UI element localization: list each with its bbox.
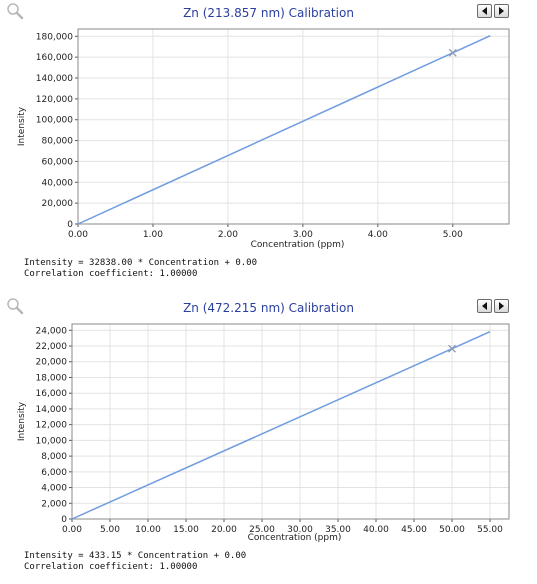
y-tick-label: 2,000 bbox=[41, 499, 67, 509]
previous-chart-button[interactable] bbox=[477, 4, 492, 18]
y-tick-label: 0 bbox=[67, 220, 73, 230]
x-tick-label: 3.00 bbox=[293, 230, 313, 240]
y-tick-label: 12,000 bbox=[36, 421, 68, 431]
next-chart-button[interactable] bbox=[494, 4, 509, 18]
y-tick-label: 6,000 bbox=[41, 468, 67, 478]
x-tick-label: 2.00 bbox=[218, 230, 238, 240]
y-tick-label: 160,000 bbox=[36, 53, 73, 63]
standard-point-marker bbox=[448, 48, 457, 57]
chart-title: Zn (472.215 nm) Calibration bbox=[183, 301, 354, 315]
y-tick-label: 10,000 bbox=[36, 436, 68, 446]
calibration-panel-2: Zn (472.215 nm) Calibration 0 2,000 4,000 6… bbox=[0, 295, 537, 572]
y-tick-label: 24,000 bbox=[36, 326, 68, 336]
x-tick-label: 10.00 bbox=[135, 525, 161, 535]
standard-point-marker bbox=[448, 344, 456, 353]
chart-nav bbox=[477, 299, 509, 313]
x-axis-label: Concentration (ppm) bbox=[248, 533, 342, 543]
y-tick-label: 120,000 bbox=[36, 95, 73, 105]
arrow-left-icon bbox=[482, 302, 487, 310]
x-tick-label: 30.00 bbox=[287, 525, 313, 535]
arrow-right-icon bbox=[499, 302, 504, 310]
correlation-coefficient: Correlation coefficient: 1.00000 bbox=[24, 269, 198, 279]
x-tick-label: 20.00 bbox=[211, 525, 237, 535]
x-tick-label: 4.00 bbox=[368, 230, 388, 240]
calibration-panel-1: Zn (213.857 nm) Calibration 0 20,000 40,00… bbox=[0, 0, 537, 279]
x-tick-label: 15.00 bbox=[173, 525, 199, 535]
chart-nav bbox=[477, 4, 509, 18]
regression-equation: Intensity = 433.15 * Concentration + 0.0… bbox=[24, 551, 247, 561]
x-tick-label: 0.00 bbox=[62, 525, 82, 535]
chart-header: Zn (213.857 nm) Calibration bbox=[0, 0, 537, 24]
arrow-left-icon bbox=[482, 7, 487, 15]
x-tick-label: 1.00 bbox=[143, 230, 163, 240]
correlation-coefficient: Correlation coefficient: 1.00000 bbox=[24, 562, 198, 572]
next-chart-button[interactable] bbox=[494, 299, 509, 313]
x-tick-label: 25.00 bbox=[249, 525, 275, 535]
y-tick-label: 8,000 bbox=[41, 452, 67, 462]
chart-title: Zn (213.857 nm) Calibration bbox=[183, 6, 354, 20]
y-tick-label: 140,000 bbox=[36, 74, 73, 84]
magnifier-icon[interactable] bbox=[6, 297, 24, 315]
y-tick-label: 18,000 bbox=[36, 373, 68, 383]
y-tick-label: 14,000 bbox=[36, 405, 68, 415]
y-tick-label: 40,000 bbox=[42, 178, 74, 188]
x-tick-label: 0.00 bbox=[68, 230, 88, 240]
previous-chart-button[interactable] bbox=[477, 299, 492, 313]
regression-equation: Intensity = 32838.00 * Concentration + 0… bbox=[24, 258, 257, 268]
y-tick-label: 0 bbox=[61, 515, 67, 525]
calibration-chart: 0 2,000 4,000 6,000 8,000 10,000 12,000 14,000 1… bbox=[17, 323, 510, 543]
calibration-chart: 0 20,000 40,000 60,000 80,000 100,000 120,000 1… bbox=[17, 28, 510, 250]
x-tick-label: 40.00 bbox=[363, 525, 389, 535]
y-tick-label: 180,000 bbox=[36, 32, 73, 42]
y-tick-label: 4,000 bbox=[41, 484, 67, 494]
x-tick-label: 5.00 bbox=[100, 525, 120, 535]
calibration-line bbox=[71, 330, 491, 520]
y-tick-label: 22,000 bbox=[36, 342, 68, 352]
y-tick-label: 16,000 bbox=[36, 389, 68, 399]
x-tick-label: 5.00 bbox=[443, 230, 463, 240]
arrow-right-icon bbox=[499, 7, 504, 15]
x-tick-label: 45.00 bbox=[401, 525, 427, 535]
calibration-line bbox=[77, 34, 491, 225]
x-tick-label: 55.00 bbox=[477, 525, 503, 535]
plot-frame bbox=[77, 28, 510, 225]
y-tick-label: 20,000 bbox=[42, 199, 74, 209]
plot-frame bbox=[71, 323, 510, 520]
y-tick-label: 100,000 bbox=[36, 116, 73, 126]
magnifier-icon[interactable] bbox=[6, 2, 24, 20]
y-tick-label: 20,000 bbox=[36, 358, 68, 368]
x-axis-label: Concentration (ppm) bbox=[251, 240, 345, 250]
chart-header: Zn (472.215 nm) Calibration bbox=[0, 295, 537, 319]
x-tick-label: 50.00 bbox=[439, 525, 465, 535]
y-axis-label: Intensity bbox=[17, 106, 27, 146]
y-tick-label: 80,000 bbox=[42, 137, 74, 147]
y-tick-label: 60,000 bbox=[42, 157, 74, 167]
x-tick-label: 35.00 bbox=[325, 525, 351, 535]
y-axis-label: Intensity bbox=[17, 401, 27, 441]
